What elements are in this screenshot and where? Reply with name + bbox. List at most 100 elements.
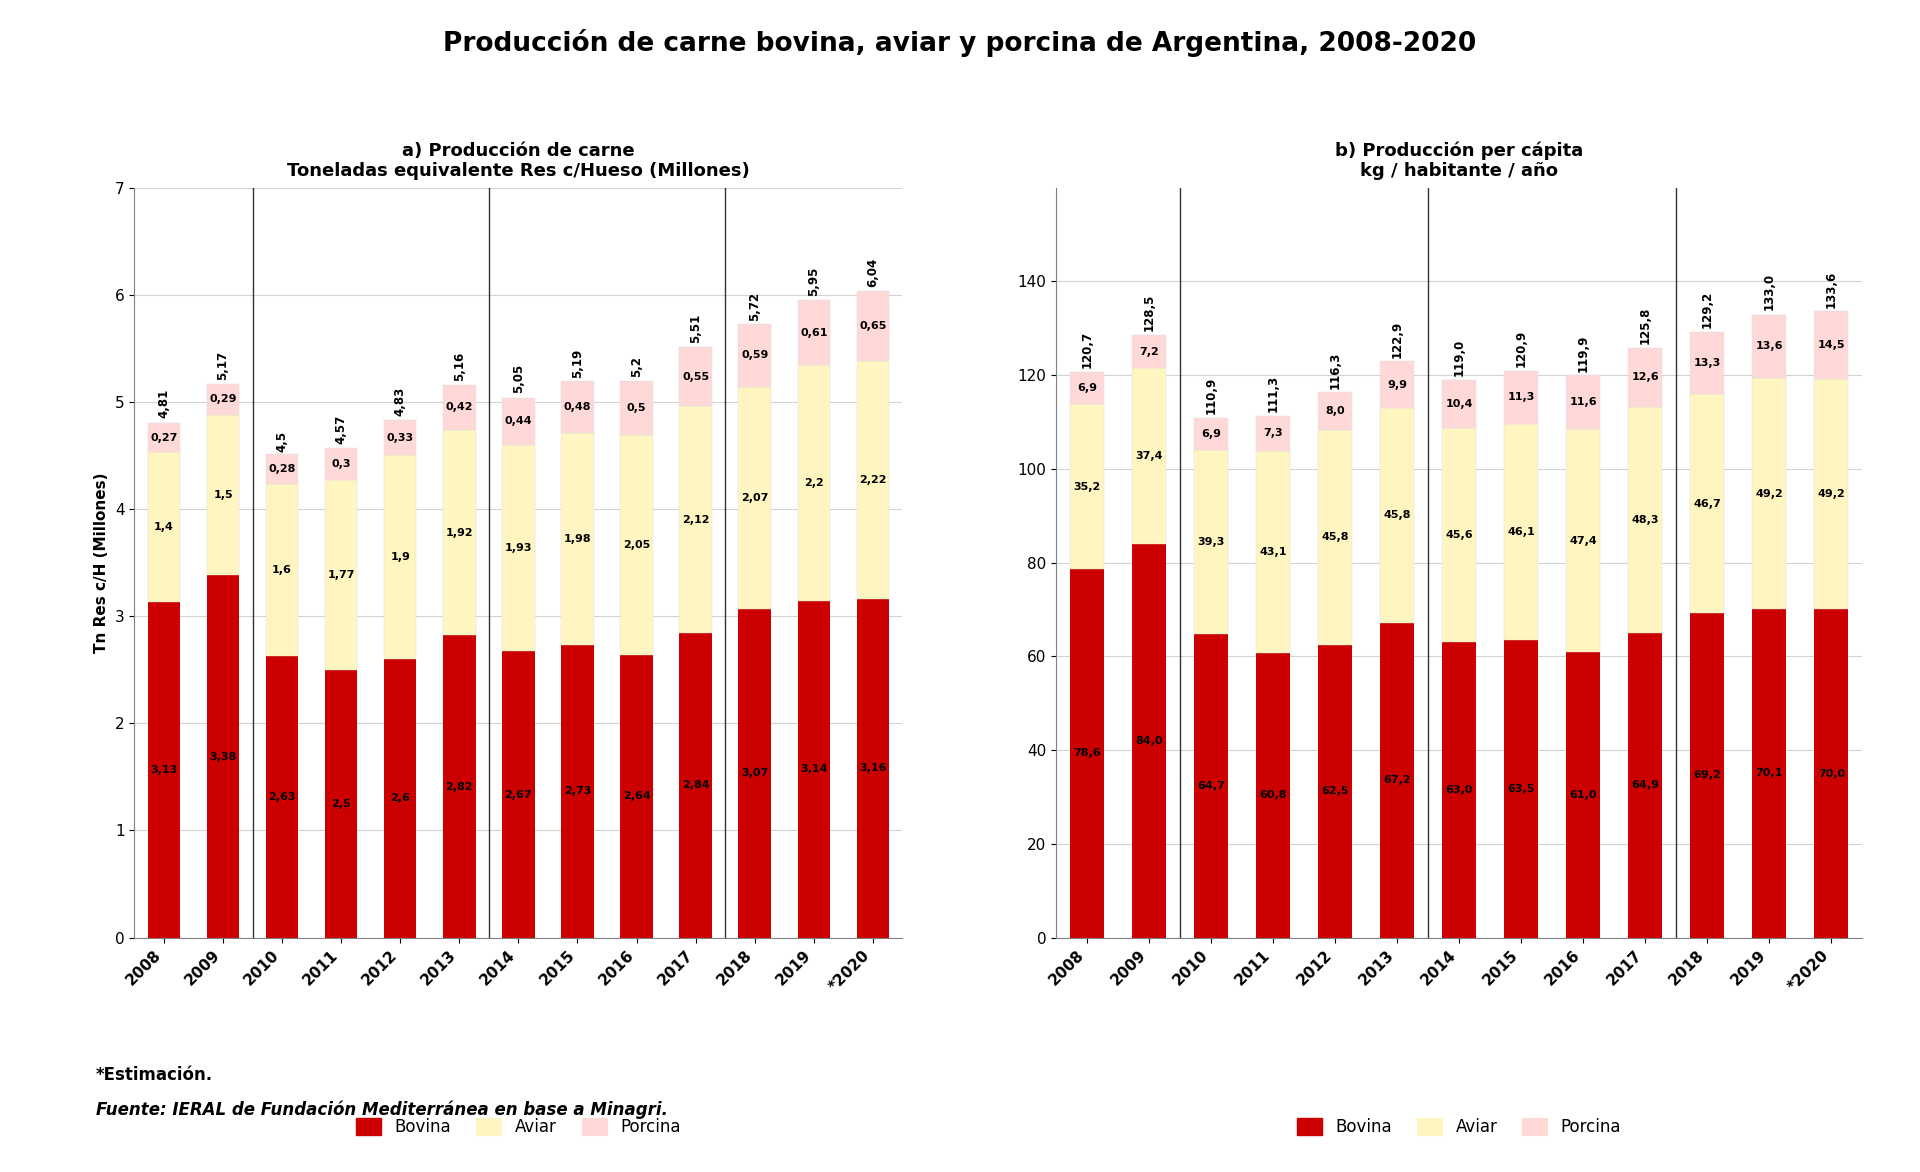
Bar	[384, 456, 417, 659]
Legend: Bovina, Aviar, Porcina: Bovina, Aviar, Porcina	[349, 1111, 687, 1143]
Bar	[1069, 372, 1104, 404]
Bar	[856, 292, 889, 361]
Text: 5,72: 5,72	[749, 292, 760, 321]
Bar	[1814, 311, 1849, 379]
Text: 35,2: 35,2	[1073, 482, 1100, 491]
Bar	[1753, 314, 1786, 379]
Text: 1,6: 1,6	[273, 565, 292, 575]
Bar	[1690, 332, 1724, 394]
Bar	[620, 655, 653, 938]
Text: 3,38: 3,38	[209, 751, 236, 762]
Text: 11,3: 11,3	[1507, 393, 1534, 402]
Text: 9,9: 9,9	[1386, 380, 1407, 389]
Text: 1,92: 1,92	[445, 527, 472, 538]
Text: 45,8: 45,8	[1384, 510, 1411, 520]
Text: 3,07: 3,07	[741, 768, 768, 778]
Bar	[561, 432, 593, 645]
Bar	[503, 444, 534, 652]
Text: 128,5: 128,5	[1142, 294, 1156, 332]
Text: 2,84: 2,84	[682, 781, 710, 790]
Text: 1,4: 1,4	[154, 523, 175, 532]
Text: 60,8: 60,8	[1260, 790, 1286, 800]
Bar	[207, 415, 240, 575]
Bar	[1256, 416, 1290, 450]
Text: 2,07: 2,07	[741, 492, 768, 503]
Text: 122,9: 122,9	[1390, 320, 1404, 357]
Bar	[1503, 370, 1538, 424]
Text: 0,55: 0,55	[682, 372, 708, 382]
Text: 5,17: 5,17	[217, 350, 230, 380]
Text: *Estimación.: *Estimación.	[96, 1067, 213, 1084]
Bar	[1628, 348, 1663, 407]
Bar	[1628, 407, 1663, 633]
Bar	[1753, 609, 1786, 938]
Text: 49,2: 49,2	[1818, 489, 1845, 499]
Bar	[797, 601, 829, 938]
Bar	[739, 608, 772, 938]
Text: 116,3: 116,3	[1329, 352, 1342, 389]
Bar	[680, 633, 712, 938]
Bar	[1069, 404, 1104, 570]
Text: 2,22: 2,22	[858, 475, 887, 485]
Text: 7,3: 7,3	[1263, 429, 1283, 438]
Bar	[561, 381, 593, 432]
Text: 4,83: 4,83	[394, 387, 407, 416]
Text: 2,05: 2,05	[622, 540, 651, 550]
Text: 5,95: 5,95	[806, 267, 820, 297]
Text: 67,2: 67,2	[1382, 775, 1411, 785]
Text: 0,61: 0,61	[801, 328, 828, 338]
Text: 37,4: 37,4	[1135, 451, 1164, 461]
Text: 2,6: 2,6	[390, 793, 411, 803]
Title: a) Producción de carne
Toneladas equivalente Res c/Hueso (Millones): a) Producción de carne Toneladas equival…	[286, 142, 751, 180]
Bar	[503, 652, 534, 938]
Bar	[148, 452, 180, 602]
Bar	[1380, 408, 1415, 622]
Bar	[1194, 634, 1229, 938]
Bar	[1133, 335, 1165, 368]
Text: 1,98: 1,98	[564, 534, 591, 544]
Text: 14,5: 14,5	[1818, 340, 1845, 349]
Bar	[148, 602, 180, 938]
Bar	[1442, 380, 1476, 429]
Text: 0,33: 0,33	[386, 432, 415, 443]
Bar	[1256, 450, 1290, 653]
Bar	[444, 384, 476, 430]
Bar	[444, 430, 476, 635]
Text: 6,9: 6,9	[1077, 383, 1096, 393]
Text: 84,0: 84,0	[1135, 736, 1164, 745]
Text: 46,1: 46,1	[1507, 527, 1536, 537]
Bar	[324, 481, 357, 669]
Text: 64,9: 64,9	[1632, 781, 1659, 790]
Text: 111,3: 111,3	[1267, 375, 1279, 413]
Text: 129,2: 129,2	[1701, 291, 1715, 328]
Bar	[1069, 570, 1104, 938]
Text: 64,7: 64,7	[1198, 781, 1225, 791]
Text: 12,6: 12,6	[1632, 373, 1659, 382]
Text: 5,05: 5,05	[513, 363, 524, 393]
Text: 0,29: 0,29	[209, 394, 236, 404]
Bar	[1628, 633, 1663, 938]
Text: 5,19: 5,19	[570, 348, 584, 377]
Text: 8,0: 8,0	[1325, 407, 1344, 416]
Text: 4,57: 4,57	[334, 415, 348, 444]
Bar	[1567, 652, 1599, 938]
Bar	[1380, 361, 1415, 408]
Text: 46,7: 46,7	[1693, 499, 1720, 509]
Text: 69,2: 69,2	[1693, 770, 1720, 781]
Text: 70,0: 70,0	[1818, 769, 1845, 778]
Text: 0,48: 0,48	[564, 402, 591, 413]
Text: 62,5: 62,5	[1321, 786, 1350, 796]
Text: 0,42: 0,42	[445, 402, 472, 413]
Bar	[1380, 622, 1415, 938]
Bar	[207, 575, 240, 938]
Text: 45,8: 45,8	[1321, 532, 1350, 543]
Text: 0,59: 0,59	[741, 350, 768, 360]
Text: 10,4: 10,4	[1446, 400, 1473, 409]
Text: 63,0: 63,0	[1446, 785, 1473, 795]
Text: 0,44: 0,44	[505, 416, 532, 427]
Text: 6,04: 6,04	[866, 258, 879, 287]
Bar	[620, 381, 653, 435]
Text: 13,3: 13,3	[1693, 359, 1720, 368]
Text: 70,1: 70,1	[1755, 769, 1784, 778]
Bar	[1317, 645, 1352, 938]
